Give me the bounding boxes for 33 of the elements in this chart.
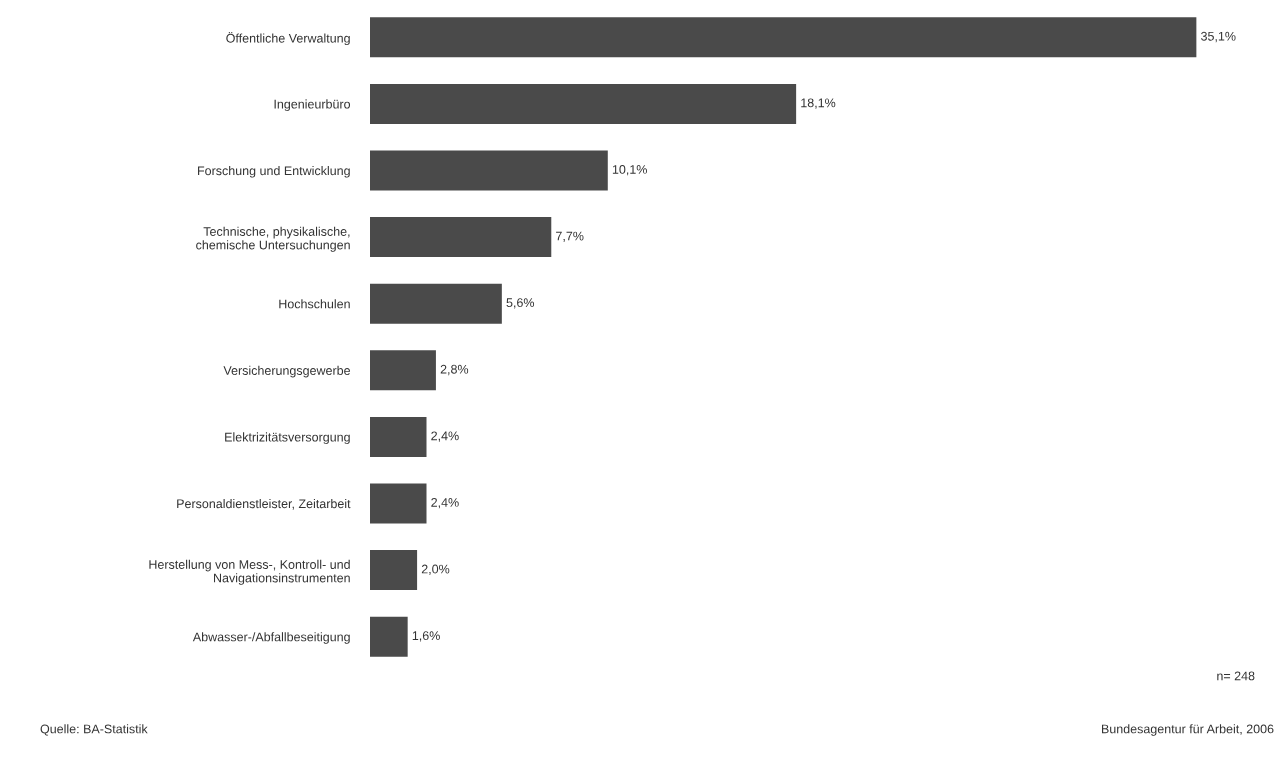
bar <box>370 550 418 591</box>
data-label: 7,7% <box>556 231 584 242</box>
text: Bundesagentur für Arbeit, 2006 <box>1102 724 1274 736</box>
bar <box>370 616 408 657</box>
data-label: 10,1% <box>612 165 647 176</box>
data-label: 35,1% <box>1201 31 1236 43</box>
y-tick-label: Ingenieurbüro <box>274 99 351 112</box>
data-label: 2,0% <box>421 564 450 575</box>
bar <box>370 350 436 391</box>
bar <box>370 283 502 324</box>
y-tick-label: Öffentliche Verwaltung <box>226 32 350 46</box>
y-tick-label: Personaldienstleister, Zeitarbeit <box>177 498 351 510</box>
bar <box>370 483 427 524</box>
bar <box>370 150 608 191</box>
y-tick-label: Forschung und Entwicklung <box>198 165 350 178</box>
data-label: 18,1% <box>801 98 836 109</box>
data-label: 2,4% <box>431 431 459 442</box>
y-tick-label: Technische, physikalische, chemische Untersuchungen <box>196 226 350 252</box>
bar <box>370 217 552 258</box>
y-tick-label: Versicherungsgewerbe <box>223 365 351 378</box>
y-tick-label: Elektrizitätsversorgung <box>225 432 350 445</box>
bar <box>370 416 427 457</box>
y-tick-label: Hochschulen <box>279 299 350 309</box>
bar <box>370 17 1197 58</box>
source-note: Quelle: BA-Statistik <box>40 724 148 736</box>
y-tick-label: Abwasser-/Abfallbeseitigung <box>192 632 350 644</box>
data-label: 2,4% <box>431 498 459 509</box>
data-label: 5,6% <box>506 298 535 309</box>
y-tick-label: Herstellung von Mess-, Kontroll- und Navigationsinstrumenten <box>149 559 350 585</box>
bar <box>370 83 797 124</box>
data-label: 2,8% <box>440 364 469 376</box>
data-label: 1,6% <box>412 631 440 642</box>
text: n= 248 <box>1217 671 1255 681</box>
